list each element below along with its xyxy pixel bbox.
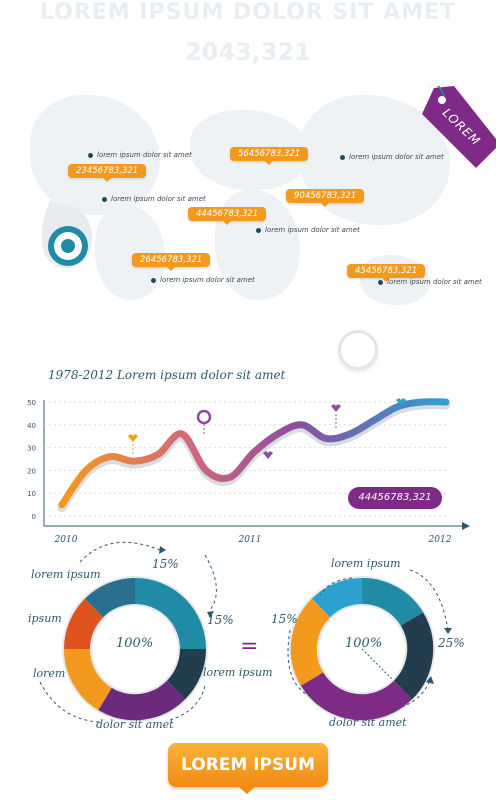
chart-title: 1978-2012 Lorem ipsum dolor sit amet [48,368,286,382]
y-tick-label: 10 [27,490,36,498]
x-tick-label: 2012 [428,535,452,545]
map-location-4: lorem ipsum dolor sit amet [256,226,360,234]
ring-left-label-2: 15% [152,557,179,571]
line-chart: 0 10 20 30 40 50 2010 2011 2012 [27,398,470,545]
marker-heart-2-icon [263,451,273,459]
series-line [58,398,450,509]
y-tick-label: 20 [27,467,36,475]
ring-left-label-6: lorem ipsum [203,666,273,679]
ring-chart-left [62,576,208,722]
ring-left-label-4: 15% [207,613,234,627]
ring-left-label-5: lorem [33,667,66,680]
marker-heart-3-icon [331,404,341,428]
map-tag-5: 26456783,321 [132,253,211,271]
marker-pin-icon [196,409,212,434]
ring-chart-right [289,576,435,722]
map-location-3: lorem ipsum dolor sit amet [340,153,444,161]
ring-right-label-3: 25% [438,636,465,650]
ring-right-label-2: 15% [271,612,298,626]
map-location-1: lorem ipsum dolor sit amet [88,151,192,159]
marker-heart-1-icon [128,434,138,456]
map-location-2: lorem ipsum dolor sit amet [102,195,206,203]
map-continent-americas [30,95,160,215]
x-axis [44,522,470,530]
map-tag-3: 44456783,321 [188,207,267,225]
map-tag-6: 45456783,321 [347,264,426,282]
ring-right-label-4: dolor sit amet [329,716,407,729]
ring-right-label-1: lorem ipsum [331,557,401,570]
ring-left-label-1: lorem ipsum [31,568,101,581]
map-tag-4: 90456783,321 [286,189,365,207]
y-tick-label: 0 [32,513,36,521]
marker-heart-4-icon [396,398,406,406]
x-tick-label: 2011 [238,535,262,545]
header-title: LOREM IPSUM DOLOR SIT AMET [39,0,457,25]
ring-right-center: 100% [345,636,383,651]
equals-sign: = [240,634,259,659]
annotation-arrows [39,541,452,723]
decor-ring-icon [338,330,378,370]
y-tick-label: 40 [27,422,36,430]
y-tick-label: 30 [27,445,36,453]
chart-value-label: 44456783,321 [348,487,442,509]
map-tag-2: 56456783,321 [230,147,309,165]
location-pin-icon [41,200,93,269]
map-tag-1: 23456783,321 [68,164,147,182]
map-continent-south [95,205,165,300]
map-location-5: lorem ipsum dolor sit amet [151,276,255,284]
y-tick-label: 50 [27,399,36,407]
map-location-6: lorem ipsum dolor sit amet [378,278,482,286]
ring-left-center: 100% [116,636,154,651]
x-tick-label: 2010 [54,535,78,545]
ring-left-label-7: dolor sit amet [96,718,174,731]
header-number: 2043,321 [184,38,311,66]
hang-tag: LOREM [420,86,496,174]
lorem-ipsum-button[interactable]: LOREM IPSUM [168,743,328,794]
ring-left-label-3: ipsum [28,612,62,625]
map-continent-australia [360,255,430,305]
